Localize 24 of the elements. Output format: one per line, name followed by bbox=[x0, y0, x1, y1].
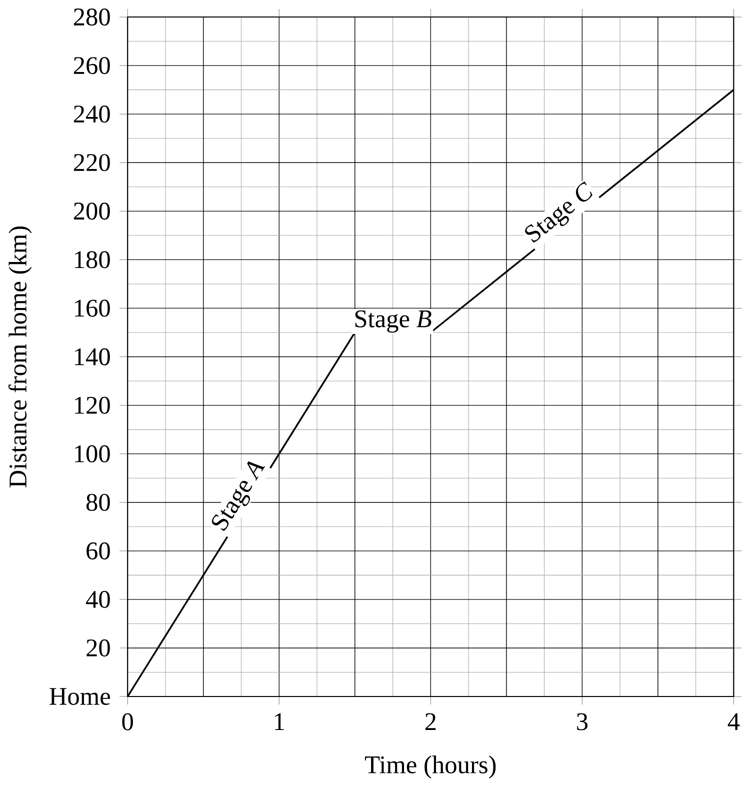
y-tick-label: 40 bbox=[86, 590, 110, 608]
y-tick-label: 100 bbox=[74, 445, 110, 462]
y-tick-label: 60 bbox=[86, 542, 110, 560]
y-tick-label: 200 bbox=[74, 202, 110, 220]
x-tick-label: 4 bbox=[728, 713, 740, 730]
y-axis-title: Distance from home (km) bbox=[8, 226, 32, 488]
y-tick-label: 140 bbox=[74, 348, 110, 366]
x-tick-label: 2 bbox=[425, 713, 436, 730]
x-axis-title: Time (hours) bbox=[364, 756, 496, 779]
annotation: Stage B bbox=[355, 310, 432, 333]
x-tick-label: 1 bbox=[274, 713, 284, 730]
y-tick-label: 220 bbox=[74, 154, 110, 172]
y-tick-label: 80 bbox=[86, 494, 110, 511]
y-tick-label: 240 bbox=[74, 106, 110, 123]
y-tick-label: 20 bbox=[86, 639, 110, 657]
y-tick-label: Home bbox=[49, 688, 110, 705]
annotation: Stage C bbox=[524, 182, 592, 243]
x-tick-label: 3 bbox=[576, 713, 588, 730]
y-tick-label: 260 bbox=[74, 57, 110, 74]
x-tick-label: 0 bbox=[122, 713, 133, 730]
y-tick-label: 120 bbox=[74, 396, 110, 414]
y-tick-label: 160 bbox=[74, 300, 110, 317]
y-tick-label: 180 bbox=[74, 251, 110, 268]
y-tick-label: 280 bbox=[74, 8, 110, 26]
